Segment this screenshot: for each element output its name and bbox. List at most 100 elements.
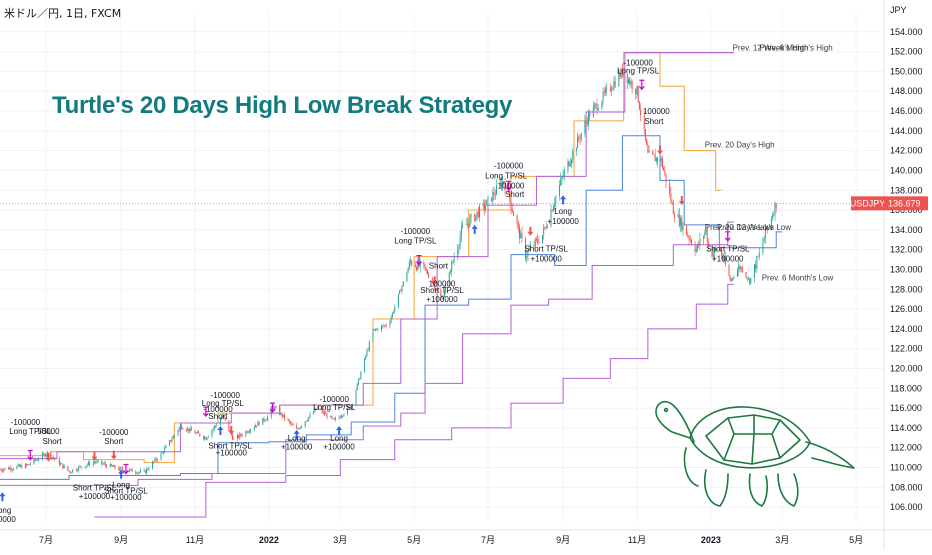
y-tick-label: 150.000 bbox=[890, 66, 923, 76]
candle-body bbox=[604, 89, 606, 93]
candle-body bbox=[236, 435, 238, 439]
x-tick-label: 9月 bbox=[556, 535, 570, 545]
candle-body bbox=[537, 239, 539, 242]
last-price-tag: USDJPY 136.679 bbox=[0, 196, 928, 211]
candle-body bbox=[586, 121, 588, 125]
short-signal-arrow bbox=[45, 452, 52, 462]
candle-body bbox=[706, 228, 708, 242]
candle-body bbox=[367, 349, 369, 351]
candle-body bbox=[9, 467, 11, 470]
trade-annotation: Long bbox=[554, 207, 572, 216]
candle-body bbox=[534, 238, 536, 246]
x-tick-label: 7月 bbox=[481, 535, 495, 545]
candle-body bbox=[721, 251, 723, 257]
candle-body bbox=[512, 212, 514, 216]
trade-annotation: Short TP/SL bbox=[706, 245, 750, 254]
candle-body bbox=[307, 420, 309, 422]
candle-body bbox=[416, 266, 418, 271]
candle-body bbox=[686, 225, 688, 236]
candle-body bbox=[579, 138, 581, 140]
candle-body bbox=[41, 453, 43, 460]
candle-body bbox=[620, 68, 622, 78]
candle-body bbox=[232, 434, 234, 440]
candle-body bbox=[391, 312, 393, 318]
candle-body bbox=[520, 232, 522, 239]
candle-body bbox=[544, 226, 546, 228]
candle-body bbox=[558, 184, 560, 197]
candle-body bbox=[357, 378, 359, 384]
candle-body bbox=[711, 246, 713, 257]
candle-body bbox=[296, 425, 298, 429]
candle-body bbox=[764, 228, 766, 239]
candle-body bbox=[224, 417, 226, 421]
long-signal-arrow bbox=[0, 492, 6, 502]
candle-body bbox=[211, 430, 213, 437]
short-signal-arrow bbox=[110, 450, 117, 460]
series-line bbox=[0, 221, 734, 486]
candle-body bbox=[291, 423, 293, 425]
candle-body bbox=[609, 87, 611, 91]
candle-body bbox=[435, 288, 437, 290]
y-tick-label: 134.000 bbox=[890, 225, 923, 235]
signal-markers bbox=[0, 79, 731, 502]
candle-body bbox=[551, 210, 553, 212]
candle-body bbox=[739, 266, 741, 269]
trade-annotation: 100000 bbox=[498, 181, 525, 190]
candle-body bbox=[705, 228, 707, 233]
candle-body bbox=[738, 266, 740, 271]
candle-body bbox=[603, 91, 605, 93]
trade-annotation: -100000 bbox=[320, 395, 350, 404]
candle-body bbox=[486, 199, 488, 206]
trade-annotation: -100000 bbox=[494, 161, 524, 170]
candle-body bbox=[606, 87, 608, 90]
candle-body bbox=[596, 103, 598, 111]
candle-body bbox=[756, 256, 758, 269]
candle-body bbox=[526, 255, 528, 259]
candle-body bbox=[143, 470, 145, 472]
candle-body bbox=[440, 290, 442, 297]
short-signal-arrow bbox=[656, 145, 663, 155]
exit-marker bbox=[505, 180, 512, 192]
candle-body bbox=[196, 431, 198, 433]
symbol-label[interactable]: 米ドル／円, 1日, FXCM bbox=[4, 7, 122, 20]
candle-body bbox=[256, 425, 258, 427]
candle-body bbox=[262, 418, 264, 425]
candle-body bbox=[135, 472, 137, 474]
candle-body bbox=[20, 465, 22, 467]
candle-body bbox=[263, 418, 265, 421]
candle-body bbox=[130, 468, 132, 470]
candle-body bbox=[106, 465, 108, 468]
trade-annotation: Short bbox=[104, 437, 124, 446]
candle-body bbox=[380, 326, 382, 331]
candle-body bbox=[477, 211, 479, 218]
candle-body bbox=[26, 464, 28, 466]
candle-body bbox=[355, 390, 357, 405]
candle-body bbox=[37, 459, 39, 461]
candle-body bbox=[46, 451, 48, 455]
trade-annotation: Short bbox=[429, 261, 449, 270]
candle-body bbox=[332, 417, 334, 419]
trade-annotation: Short TP/SL bbox=[73, 483, 117, 492]
x-tick-label: 3月 bbox=[775, 535, 789, 545]
last-price-value-box bbox=[884, 196, 928, 211]
trade-annotation: Long TP/SL bbox=[617, 66, 660, 75]
candle-body bbox=[0, 469, 2, 471]
candle-body bbox=[567, 161, 569, 171]
candle-body bbox=[716, 248, 718, 251]
candle-body bbox=[138, 471, 140, 473]
candle-body bbox=[129, 469, 131, 472]
candle-body bbox=[349, 407, 351, 409]
candle-body bbox=[321, 407, 323, 413]
candle-body bbox=[216, 424, 218, 426]
candle-body bbox=[713, 248, 715, 253]
candle-body bbox=[10, 467, 12, 470]
candle-body bbox=[101, 460, 103, 465]
y-tick-label: 146.000 bbox=[890, 106, 923, 116]
exit-marker bbox=[638, 79, 645, 91]
candle-body bbox=[410, 261, 412, 263]
candle-body bbox=[281, 413, 283, 417]
candle-body bbox=[414, 265, 416, 267]
candle-body bbox=[493, 192, 495, 196]
candle-body bbox=[162, 452, 164, 453]
